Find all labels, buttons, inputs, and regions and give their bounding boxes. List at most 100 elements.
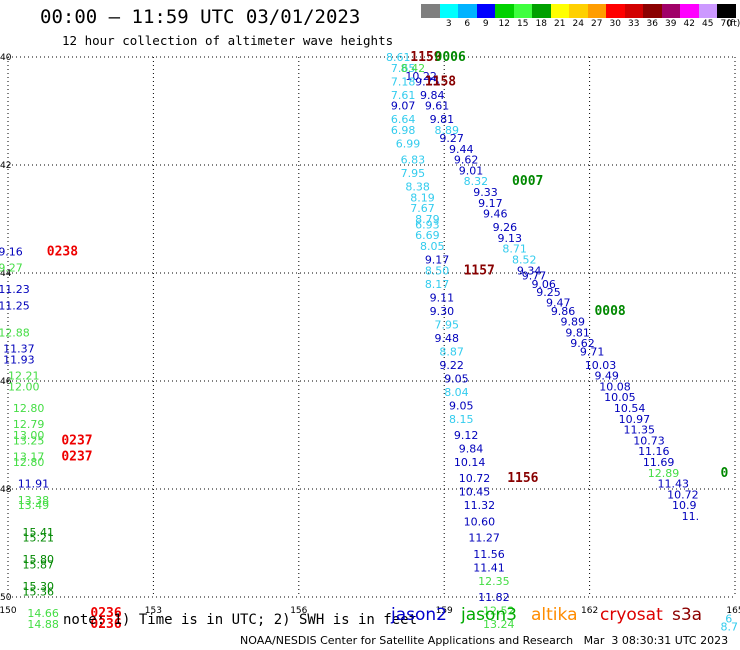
wave-height-value: 11.16: [638, 445, 670, 458]
x-tick-label: 159: [436, 606, 453, 616]
wave-height-value: 9.12: [454, 429, 479, 442]
wave-height-value: 8.19: [410, 191, 435, 204]
x-tick-label: 150: [0, 606, 17, 616]
wave-height-value: 12.80: [13, 402, 44, 415]
pass-time-label: 0006: [435, 50, 466, 65]
scale-swatch: [476, 4, 495, 18]
wave-height-value: 6.69: [415, 229, 440, 242]
wave-height-value: 12.52: [483, 605, 515, 618]
wave-height-value: 8.89: [435, 124, 460, 137]
wave-height-value: 9.01: [459, 164, 484, 177]
color-scale-legend: 3 6 9 12 15 18 21 24 27 30 33 36 39 42 45 70 (ft): [421, 4, 740, 30]
legend-item-jason3: jason3: [461, 605, 517, 625]
scale-tick-label: 30: [609, 19, 621, 29]
wave-height-value: 9.84: [420, 89, 445, 102]
scale-tick-label: 3: [445, 19, 452, 29]
wave-height-value: 15.36: [23, 586, 55, 599]
wave-height-value: 6: [725, 613, 732, 626]
scale-swatch: [550, 4, 569, 18]
wave-height-value: 6.99: [396, 137, 421, 150]
scale-swatch: [532, 4, 551, 18]
wave-height-value: 9.46: [483, 208, 508, 221]
wave-height-value: 9.89: [561, 316, 586, 329]
wave-height-value: 9.86: [551, 305, 576, 318]
wave-height-value: 10.22: [405, 70, 437, 83]
wave-height-value: 12.89: [648, 467, 680, 480]
pass-time-label: 1157: [464, 263, 495, 278]
wave-height-value: 9.71: [580, 345, 605, 358]
wave-height-value: 8.42: [401, 62, 426, 75]
scale-swatch: [569, 4, 588, 18]
scale-tick-label: 15: [517, 19, 529, 29]
wave-height-value: 13.25: [13, 434, 44, 447]
wave-height-value: 15.30: [23, 580, 55, 593]
wave-height-value: 11.91: [18, 478, 50, 491]
wave-height-value: 9.44: [449, 143, 474, 156]
wave-height-value: 15.87: [23, 559, 55, 572]
wave-height-value: 9.11: [430, 291, 455, 304]
wave-height-value: 7.95: [401, 167, 426, 180]
wave-height-value: 12.79: [13, 418, 44, 431]
wave-height-value: 8.50: [425, 264, 450, 277]
scale-swatch: [698, 4, 717, 18]
wave-height-value: 10.14: [454, 456, 486, 469]
x-tick-label: 156: [290, 606, 307, 616]
wave-height-value: 11.23: [0, 283, 30, 296]
scale-tick-label: 21: [554, 19, 566, 29]
y-tick-label: 48: [0, 485, 12, 495]
wave-height-value: 13.38: [18, 494, 50, 507]
wave-height-value: 10.72: [667, 488, 699, 501]
y-tick-label: 46: [0, 377, 12, 387]
wave-height-value: 11.27: [468, 532, 500, 545]
wave-height-value: 9.75: [415, 75, 440, 88]
legend-item-altika: altika: [531, 605, 578, 625]
pass-time-label: 1158: [425, 74, 456, 89]
wave-height-value: 14.66: [27, 607, 58, 620]
scale-swatch: [421, 4, 440, 18]
page-title: 00:00 — 11:59 UTC 03/01/2023: [40, 6, 361, 28]
scale-swatch: [606, 4, 625, 18]
scale-swatch: [513, 4, 532, 18]
wave-height-value: 11.25: [0, 299, 30, 312]
wave-height-value: 8.87: [439, 345, 464, 358]
footnote: note: 1) Time is in UTC; 2) SWH is in fe…: [63, 612, 418, 628]
y-tick-label: 40: [0, 53, 12, 63]
pass-time-label: 0238: [47, 244, 78, 259]
pass-time-label: 0237: [61, 433, 92, 448]
page-subtitle: 12 hour collection of altimeter wave hei…: [62, 33, 394, 48]
y-tick-label: 42: [0, 161, 11, 171]
wave-height-value: 10.9: [672, 499, 697, 512]
wave-height-value: 11.43: [657, 478, 689, 491]
pass-time-label: 1156: [507, 471, 538, 486]
wave-height-value: 9.07: [391, 100, 416, 113]
pass-time-label: 0236: [90, 606, 121, 621]
wave-height-value: 9.13: [498, 232, 522, 245]
wave-height-value: 10.72: [459, 472, 491, 485]
wave-height-value: 9.49: [594, 370, 619, 383]
wave-height-value: 8.52: [512, 254, 537, 267]
wave-height-value: 12.21: [8, 370, 40, 383]
wave-height-value: 10.08: [599, 380, 631, 393]
wave-height-value: 9.77: [522, 270, 547, 283]
color-scale-labels: 3 6 9 12 15 18 21 24 27 30 33 36 39 42 45 70 (ft): [421, 18, 740, 30]
color-scale-swatches: [421, 4, 736, 18]
wave-height-value: 8.04: [444, 386, 469, 399]
pass-time-label: 0: [720, 466, 728, 481]
wave-height-value: 9.05: [449, 399, 474, 412]
wave-height-value: 13.00: [13, 429, 44, 442]
x-tick-label: 165: [726, 606, 740, 616]
wave-height-value: 9.06: [531, 278, 556, 291]
wave-height-value: 10.97: [619, 413, 651, 426]
wave-height-value: 6.64: [391, 113, 416, 126]
wave-height-value: 8.17: [425, 278, 450, 291]
wave-height-value: 8.15: [449, 413, 474, 426]
wave-height-value: 11.37: [3, 343, 34, 356]
y-tick-label: 50: [0, 593, 12, 603]
scale-tick-label: 24: [572, 19, 584, 29]
wave-height-value: 9.22: [439, 359, 464, 372]
wave-height-value: 7.61: [391, 89, 416, 102]
scale-swatch: [495, 4, 514, 18]
scale-swatch: [643, 4, 662, 18]
wave-height-value: 9.16: [0, 245, 23, 258]
